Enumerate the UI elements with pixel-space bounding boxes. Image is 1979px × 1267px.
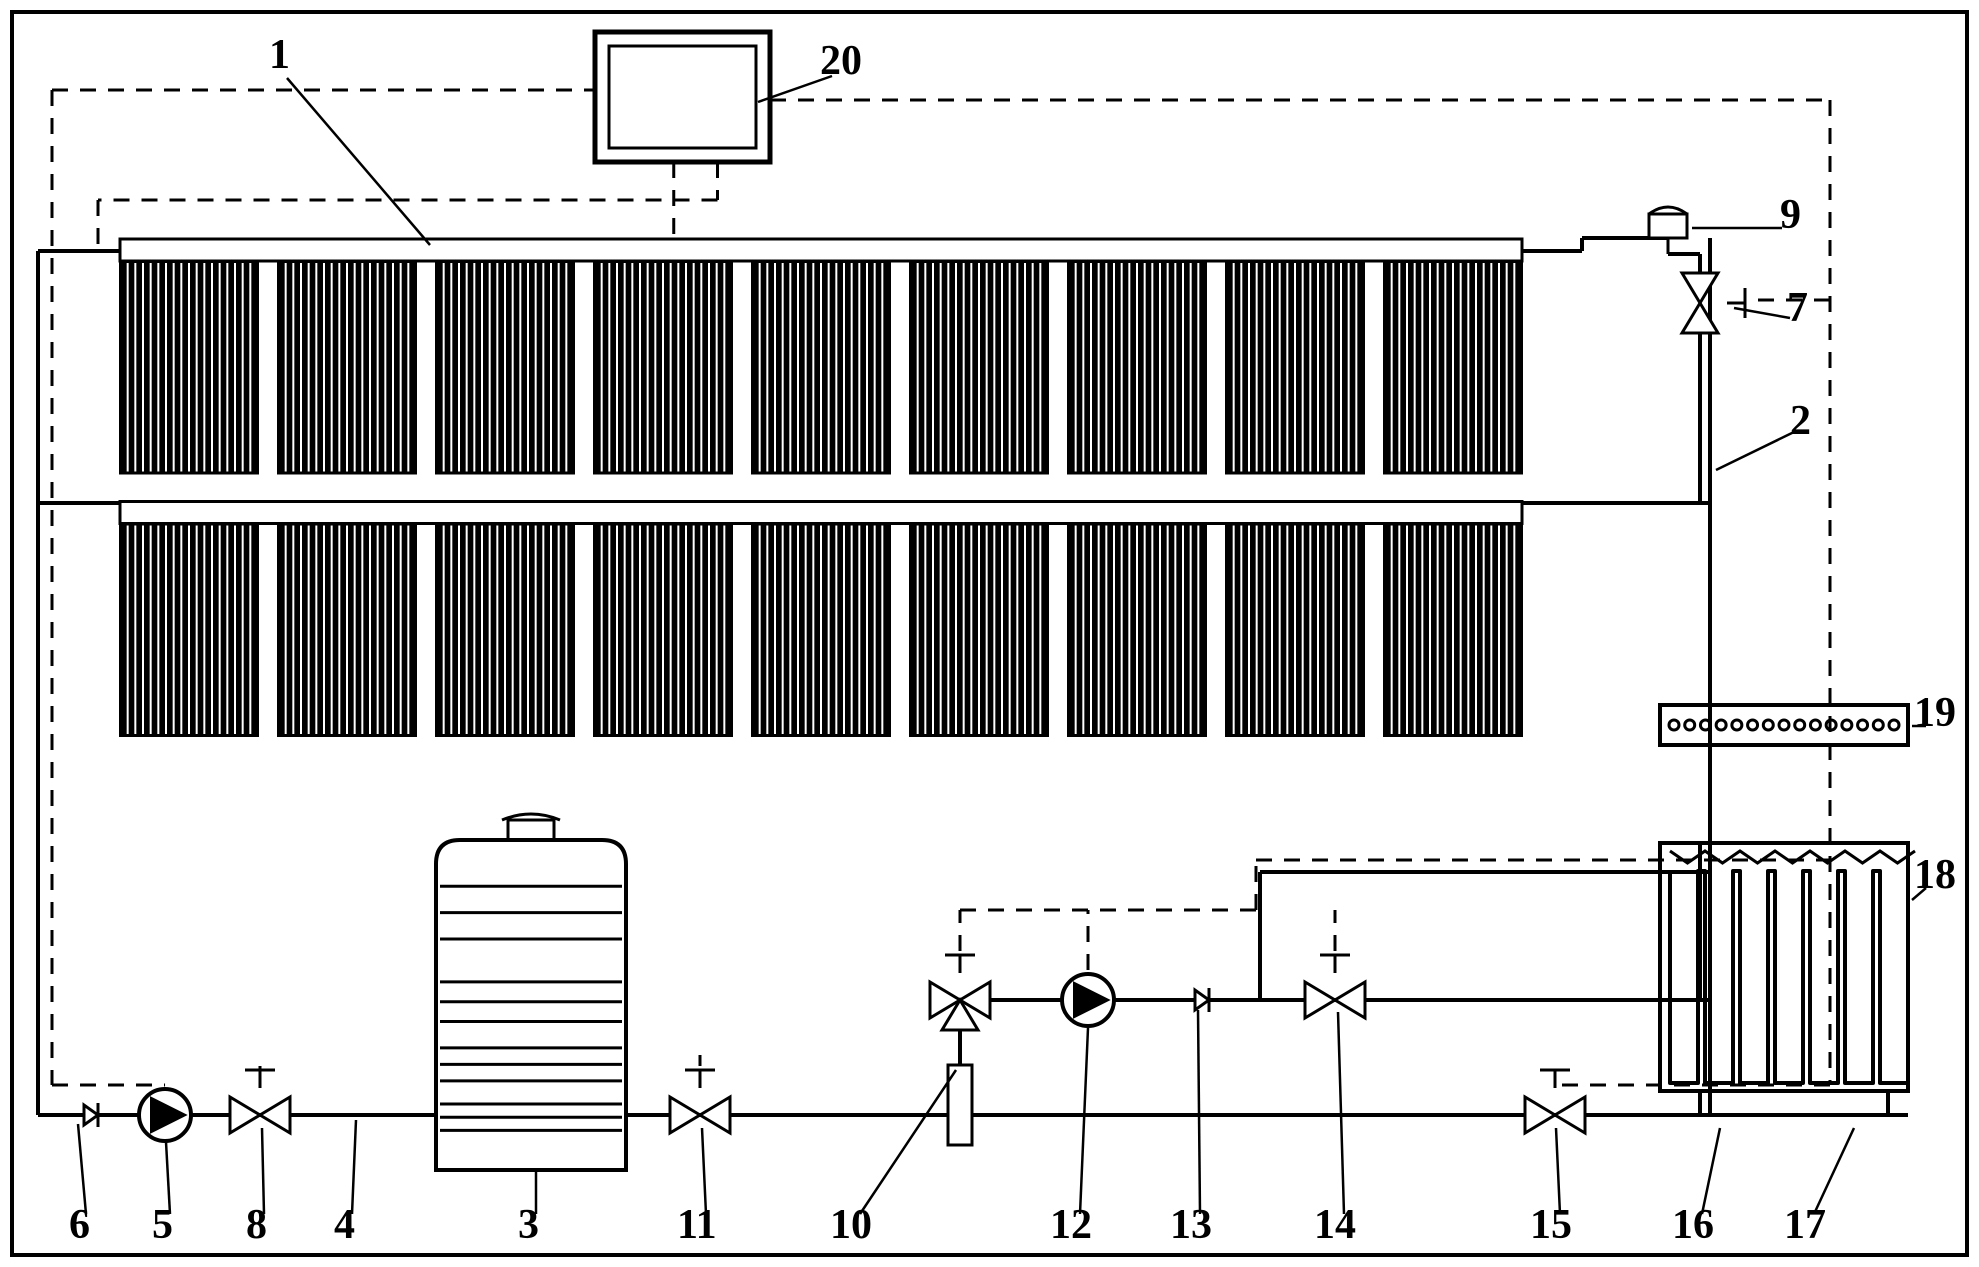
callout-17: 17: [1784, 1201, 1826, 1249]
callout-2: 2: [1790, 397, 1811, 445]
callout-6: 6: [69, 1201, 90, 1249]
callout-7: 7: [1787, 284, 1808, 332]
callout-10: 10: [830, 1201, 872, 1249]
callout-13: 13: [1170, 1201, 1212, 1249]
callout-9: 9: [1780, 191, 1801, 239]
callout-19: 19: [1914, 689, 1956, 737]
callout-4: 4: [334, 1201, 355, 1249]
callout-20: 20: [820, 37, 862, 85]
diagram-stage: 1234567891011121314151617181920: [0, 0, 1979, 1267]
callout-15: 15: [1530, 1201, 1572, 1249]
callout-1: 1: [269, 31, 290, 79]
callout-8: 8: [246, 1201, 267, 1249]
callout-14: 14: [1314, 1201, 1356, 1249]
callout-11: 11: [677, 1201, 717, 1249]
callout-5: 5: [152, 1201, 173, 1249]
callout-3: 3: [518, 1201, 539, 1249]
diagram-svg: [0, 0, 1979, 1267]
callout-16: 16: [1672, 1201, 1714, 1249]
callout-12: 12: [1050, 1201, 1092, 1249]
callout-18: 18: [1914, 851, 1956, 899]
